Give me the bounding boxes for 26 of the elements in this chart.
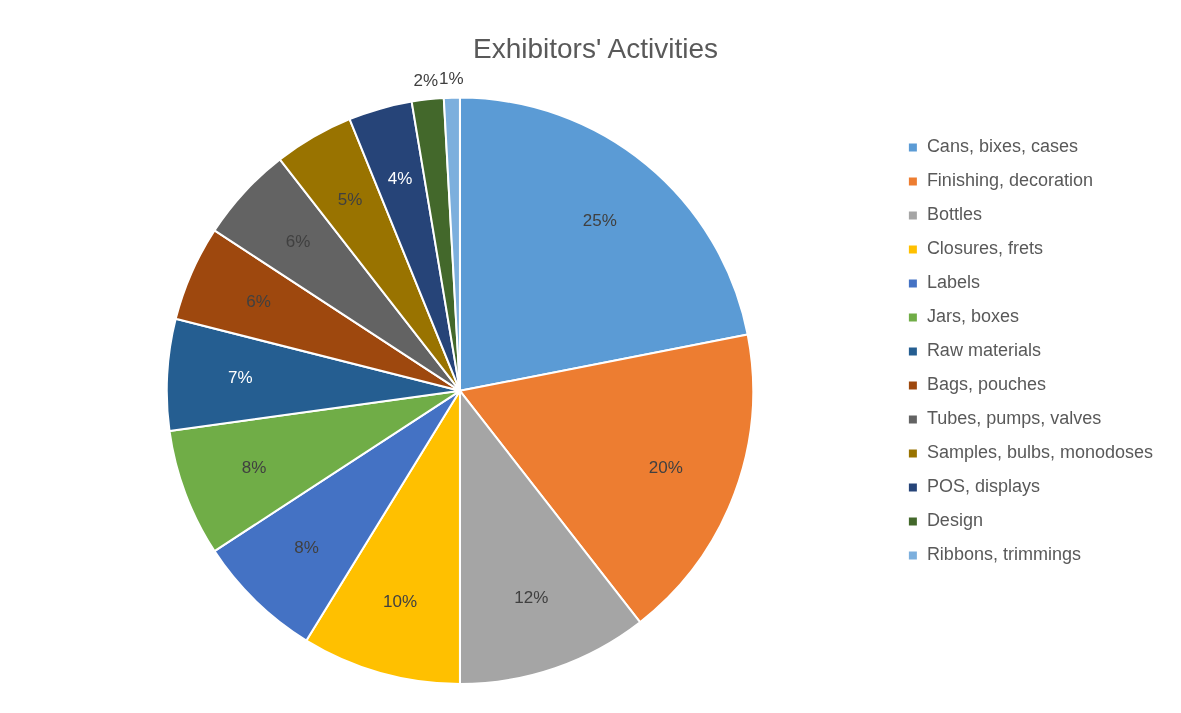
legend-label: Closures, frets — [926, 238, 1043, 259]
legend-label: Finishing, decoration — [926, 170, 1093, 191]
chart-title: Exhibitors' Activities — [473, 32, 718, 64]
data-label: 5% — [337, 190, 363, 210]
data-label: 10% — [383, 592, 418, 612]
legend-label: POS, displays — [926, 476, 1040, 497]
legend-label: Design — [926, 510, 983, 531]
legend-label: Bags, pouches — [926, 374, 1046, 395]
legend-label: Tubes, pumps, valves — [926, 408, 1102, 429]
legend-label: Raw materials — [926, 340, 1041, 361]
legend-label: Cans, bixes, cases — [926, 136, 1078, 157]
data-label: 25% — [582, 210, 617, 230]
data-label: 7% — [228, 368, 253, 388]
legend-label: Samples, bulbs, monodoses — [926, 442, 1153, 463]
data-label: 6% — [246, 292, 271, 312]
data-label: 12% — [514, 588, 549, 608]
data-label: 2% — [413, 71, 438, 91]
data-label: 4% — [387, 168, 413, 188]
data-label: 8% — [241, 457, 267, 477]
data-label: 8% — [294, 538, 319, 558]
legend-label: Labels — [926, 272, 980, 293]
data-label: 20% — [648, 457, 683, 477]
legend-label: Ribbons, trimmings — [926, 544, 1081, 565]
legend-label: Bottles — [926, 204, 982, 225]
data-label: 1% — [439, 69, 464, 89]
legend-label: Jars, boxes — [926, 306, 1019, 327]
